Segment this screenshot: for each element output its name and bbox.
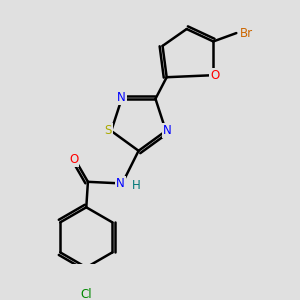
Text: O: O bbox=[210, 69, 220, 82]
Text: Cl: Cl bbox=[80, 288, 92, 300]
Text: N: N bbox=[116, 177, 125, 190]
Text: O: O bbox=[69, 153, 78, 166]
Text: Br: Br bbox=[240, 27, 254, 40]
Text: N: N bbox=[163, 124, 172, 137]
Text: S: S bbox=[104, 124, 112, 137]
Text: N: N bbox=[117, 91, 126, 103]
Text: H: H bbox=[131, 178, 140, 192]
